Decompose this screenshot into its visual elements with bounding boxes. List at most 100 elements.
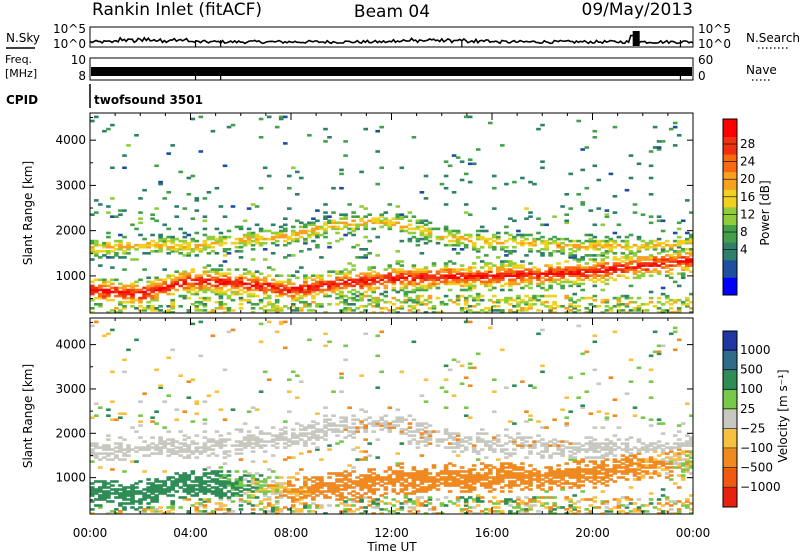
- velocity-cell: [278, 432, 284, 435]
- power-cell: [359, 284, 364, 288]
- velocity-cell: [447, 462, 453, 465]
- power-cell: [210, 245, 216, 249]
- velocity-cell: [443, 468, 449, 471]
- velocity-cell: [463, 500, 469, 503]
- power-cell: [564, 278, 569, 282]
- power-cell: [668, 276, 674, 280]
- power-cell: [459, 280, 465, 284]
- velocity-cell: [423, 444, 429, 447]
- velocity-cell: [443, 438, 449, 441]
- velocity-cell: [166, 454, 171, 457]
- velocity-cell: [339, 488, 344, 491]
- power-cell: [303, 274, 308, 277]
- velocity-cell: [516, 502, 521, 505]
- velocity-cell: [492, 450, 497, 453]
- velocity-cell: [463, 320, 469, 324]
- velocity-cell: [415, 510, 421, 513]
- velocity-cell: [471, 478, 477, 481]
- velocity-cell: [439, 482, 445, 485]
- power-cell: [536, 298, 541, 302]
- power-cell: [508, 237, 513, 241]
- power-cell: [371, 311, 376, 313]
- velocity-cell: [584, 470, 590, 473]
- power-cell: [548, 305, 553, 308]
- velocity-cell: [130, 494, 135, 497]
- velocity-cell: [166, 450, 171, 453]
- power-cell: [435, 286, 441, 290]
- velocity-cell: [283, 346, 288, 350]
- power-cell: [339, 278, 344, 282]
- power-cell: [435, 235, 441, 239]
- velocity-cell: [427, 502, 433, 505]
- power-cell: [335, 270, 340, 273]
- velocity-cell: [423, 432, 429, 435]
- power-cell: [90, 290, 95, 294]
- power-cell: [214, 300, 220, 304]
- power-cell: [624, 248, 630, 251]
- power-cell: [680, 303, 686, 306]
- power-cell: [254, 286, 260, 290]
- power-cell: [415, 303, 421, 306]
- power-cell: [367, 288, 372, 292]
- power-cell: [568, 243, 573, 247]
- power-cell: [206, 245, 212, 249]
- power-cell: [230, 282, 236, 286]
- power-cell: [278, 225, 284, 229]
- velocity-cell: [126, 444, 131, 447]
- velocity-cell: [242, 436, 248, 439]
- velocity-cell: [423, 400, 429, 403]
- velocity-cell: [508, 436, 513, 439]
- power-cell: [532, 243, 537, 247]
- power-cell: [572, 282, 577, 286]
- velocity-cell: [327, 422, 332, 425]
- velocity-cell: [415, 430, 421, 433]
- power-cell: [556, 282, 561, 286]
- velocity-cell: [415, 496, 421, 499]
- velocity-cell: [508, 482, 513, 485]
- velocity-cell: [150, 482, 155, 485]
- velocity-cell: [395, 480, 401, 483]
- power-cell: [608, 172, 614, 176]
- power-cell: [126, 284, 131, 288]
- power-cell: [90, 307, 95, 310]
- power-cell: [94, 239, 99, 243]
- velocity-cell: [479, 462, 485, 465]
- velocity-cell: [484, 440, 489, 443]
- velocity-cell: [238, 500, 244, 503]
- power-cell: [685, 258, 690, 261]
- velocity-cell: [218, 506, 224, 509]
- velocity-cell: [307, 424, 312, 427]
- power-cell: [274, 309, 280, 312]
- velocity-cell: [415, 446, 421, 449]
- power-cell: [488, 280, 493, 284]
- power-cell: [536, 270, 541, 273]
- velocity-cell: [150, 420, 155, 423]
- velocity-cell: [471, 486, 477, 489]
- power-cell: [479, 225, 485, 229]
- power-cell: [488, 278, 493, 282]
- velocity-cell: [544, 446, 549, 449]
- power-cell: [327, 282, 332, 286]
- velocity-cell: [492, 438, 497, 441]
- velocity-cell: [130, 486, 135, 489]
- power-cell: [592, 268, 598, 271]
- power-cell: [504, 260, 509, 263]
- power-cell: [556, 268, 561, 271]
- velocity-cell: [98, 488, 103, 491]
- velocity-cell: [612, 442, 618, 445]
- velocity-cell: [299, 380, 304, 383]
- power-cell: [648, 164, 654, 168]
- power-cell: [447, 243, 453, 247]
- power-cell: [150, 282, 155, 286]
- velocity-cell: [524, 510, 529, 513]
- velocity-cell: [327, 424, 332, 427]
- power-cell: [516, 266, 521, 269]
- power-cell: [403, 225, 409, 229]
- power-cell: [166, 239, 171, 243]
- power-cell: [210, 268, 216, 271]
- power-cell: [689, 250, 693, 253]
- power-cell: [520, 286, 525, 290]
- velocity-cell: [484, 486, 489, 489]
- power-cell: [299, 266, 304, 269]
- velocity-cell: [544, 480, 549, 483]
